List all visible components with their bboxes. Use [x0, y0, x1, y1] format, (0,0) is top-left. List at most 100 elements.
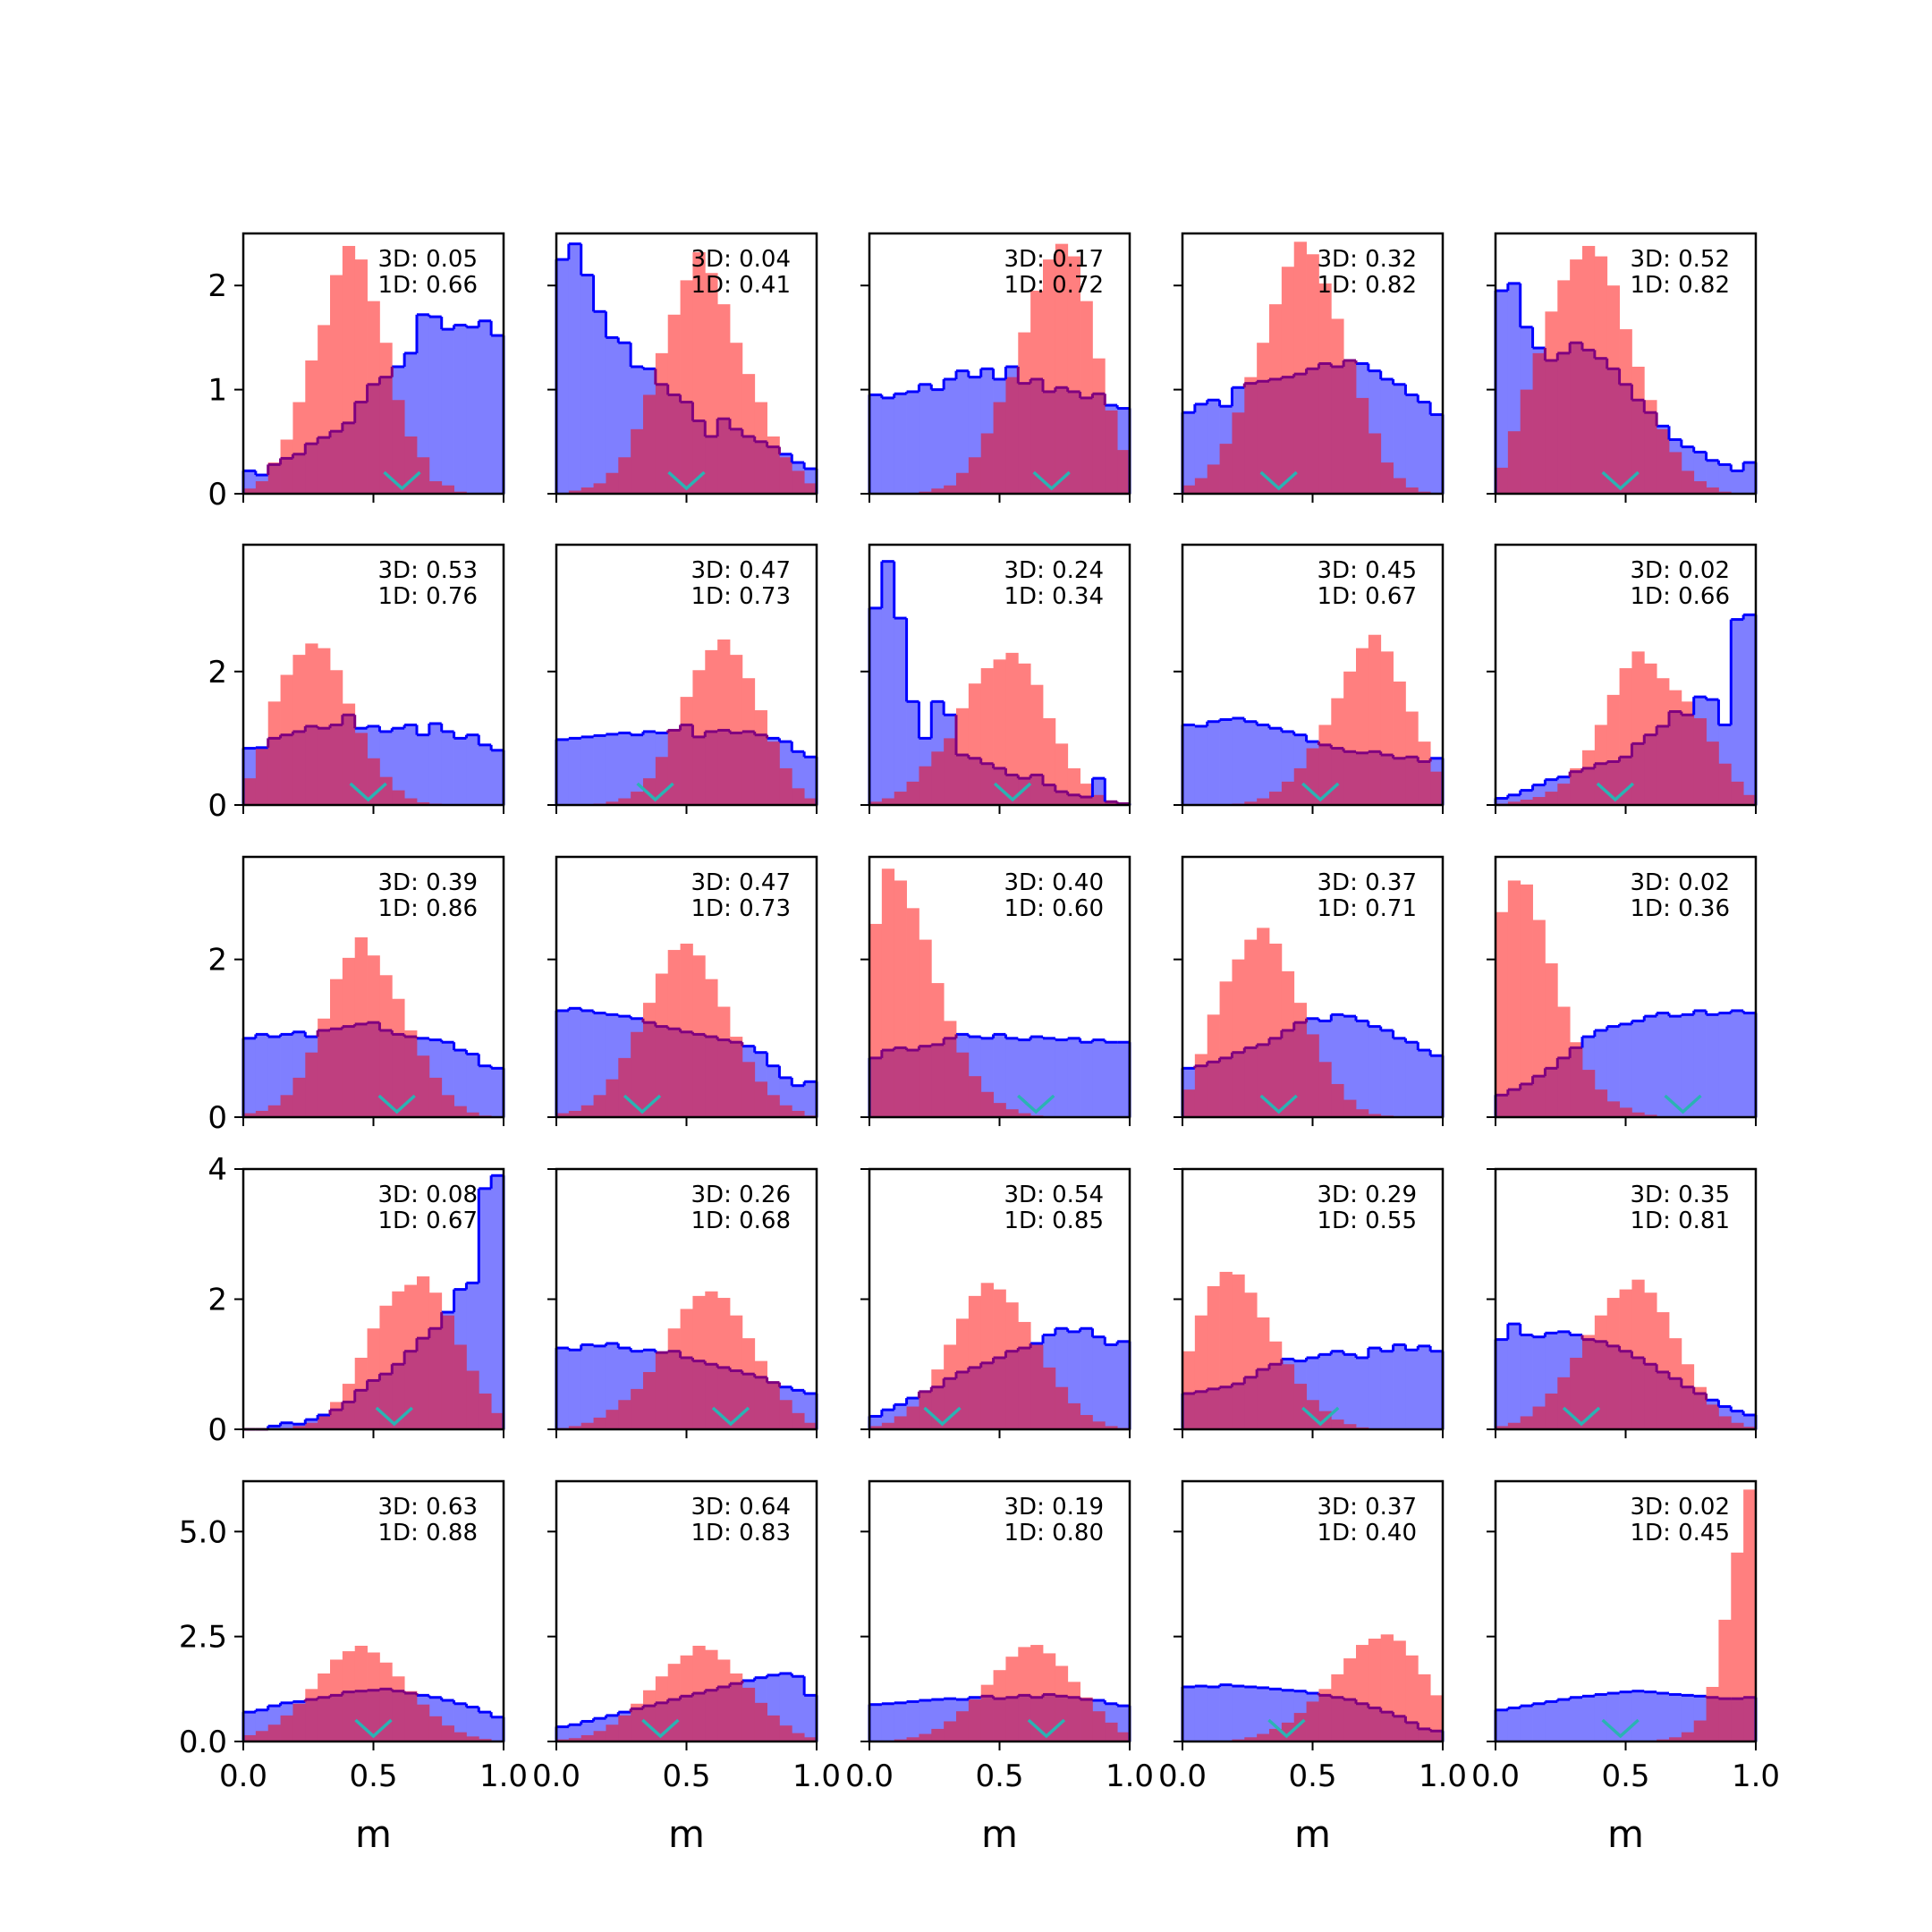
- overlap-bar: [1306, 369, 1319, 494]
- overlap-bar: [919, 1046, 932, 1117]
- overlap-bar: [441, 1095, 454, 1117]
- v-marker: [1601, 1718, 1640, 1739]
- overlap-bar: [606, 1410, 619, 1429]
- overlap-bar: [1343, 1424, 1357, 1429]
- overlap-bar: [1343, 1699, 1357, 1741]
- overlap-bar: [1043, 1367, 1056, 1429]
- x-tick-label: 1.0: [1732, 1758, 1780, 1794]
- blue-bar: [1405, 1350, 1419, 1429]
- y-tick-label: 2.5: [179, 1620, 227, 1656]
- blue-bar: [869, 607, 883, 805]
- overlap-bar: [1532, 1076, 1546, 1117]
- overlap-bar: [767, 446, 780, 494]
- overlap-bar: [680, 402, 693, 494]
- red-bar: [342, 703, 356, 716]
- blue-bar: [1718, 464, 1732, 494]
- overlap-bar: [367, 384, 380, 494]
- overlap-bar: [1030, 1697, 1044, 1741]
- x-tick-label: 0.5: [975, 1758, 1023, 1794]
- overlap-bar: [1318, 1062, 1332, 1117]
- overlap-bar: [1594, 1089, 1608, 1117]
- overlap-bar: [655, 1352, 669, 1429]
- x-tick-label: 0.0: [532, 1758, 580, 1794]
- red-bar: [367, 301, 380, 385]
- overlap-bar: [404, 1351, 418, 1429]
- overlap-bar: [1393, 1716, 1406, 1741]
- blue-bar: [1194, 725, 1208, 805]
- overlap-bar: [1657, 725, 1670, 805]
- overlap-bar: [280, 1095, 293, 1117]
- overlap-bar: [1030, 775, 1044, 805]
- blue-bar: [556, 739, 570, 805]
- overlap-bar: [906, 1050, 919, 1117]
- red-bar: [1669, 690, 1682, 712]
- blue-bar: [1117, 1341, 1131, 1429]
- label-3d: 3D: 0.02: [1631, 557, 1730, 584]
- overlap-bar: [1718, 1416, 1732, 1429]
- overlap-bar: [606, 1079, 619, 1117]
- overlap-bar: [1496, 467, 1509, 494]
- red-bar: [680, 944, 693, 1032]
- overlap-bar: [1356, 397, 1369, 494]
- red-bar: [1368, 634, 1382, 752]
- red-bar: [280, 439, 293, 459]
- overlap-bar: [906, 1737, 919, 1741]
- red-bar: [1644, 400, 1657, 413]
- x-tick-label: 0.0: [1158, 1758, 1207, 1794]
- overlap-bar: [1244, 801, 1258, 805]
- red-bar: [1257, 928, 1270, 1045]
- blue-bar: [1496, 1709, 1509, 1741]
- overlap-bar: [1318, 1695, 1332, 1741]
- red-bar: [730, 1315, 743, 1371]
- red-bar: [1030, 684, 1044, 775]
- overlap-bar: [618, 1400, 631, 1429]
- overlap-bar: [931, 488, 945, 494]
- x-tick-label: 0.0: [1471, 1758, 1520, 1794]
- overlap-bar: [730, 428, 743, 494]
- blue-bar: [804, 1081, 818, 1117]
- blue-bar: [804, 1393, 818, 1429]
- overlap-bar: [379, 1689, 393, 1741]
- v-marker: [641, 1718, 680, 1739]
- overlap-bar: [956, 472, 970, 494]
- red-bar: [292, 655, 306, 732]
- overlap-bar: [568, 1110, 582, 1117]
- overlap-bar: [1706, 487, 1719, 494]
- blue-bar: [243, 1038, 257, 1117]
- blue-bar: [1244, 721, 1258, 805]
- x-axis-label: m: [1607, 1812, 1644, 1856]
- overlap-bar: [606, 801, 619, 805]
- label-3d: 3D: 0.40: [1004, 869, 1104, 896]
- overlap-bar: [1631, 743, 1645, 805]
- label-3d: 3D: 0.19: [1004, 1494, 1104, 1521]
- blue-bar: [919, 384, 932, 494]
- overlap-bar: [1182, 1089, 1196, 1117]
- overlap-bar: [305, 725, 318, 805]
- overlap-bar: [1557, 1057, 1571, 1117]
- v-marker: [1301, 1406, 1340, 1427]
- blue-bar: [1731, 1010, 1744, 1117]
- overlap-bar: [667, 394, 681, 494]
- overlap-bar: [292, 1077, 306, 1117]
- overlap-bar: [1207, 1388, 1220, 1429]
- overlap-bar: [944, 1038, 957, 1117]
- red-bar: [705, 649, 718, 732]
- blue-bar: [568, 1350, 582, 1429]
- overlap-bar: [441, 1315, 454, 1429]
- overlap-bar: [741, 1687, 756, 1741]
- blue-bar: [1368, 1026, 1382, 1117]
- overlap-bar: [479, 1393, 492, 1429]
- red-bar: [1055, 743, 1069, 792]
- overlap-bar: [1219, 1386, 1233, 1429]
- overlap-bar: [342, 1402, 356, 1429]
- blue-bar: [1743, 1013, 1757, 1117]
- overlap-bar: [1582, 1339, 1596, 1429]
- label-1d: 1D: 0.45: [1631, 1520, 1730, 1546]
- red-bar: [705, 1649, 718, 1690]
- blue-bar: [1405, 394, 1419, 494]
- overlap-bar: [1693, 481, 1707, 494]
- overlap-bar: [1005, 1109, 1019, 1117]
